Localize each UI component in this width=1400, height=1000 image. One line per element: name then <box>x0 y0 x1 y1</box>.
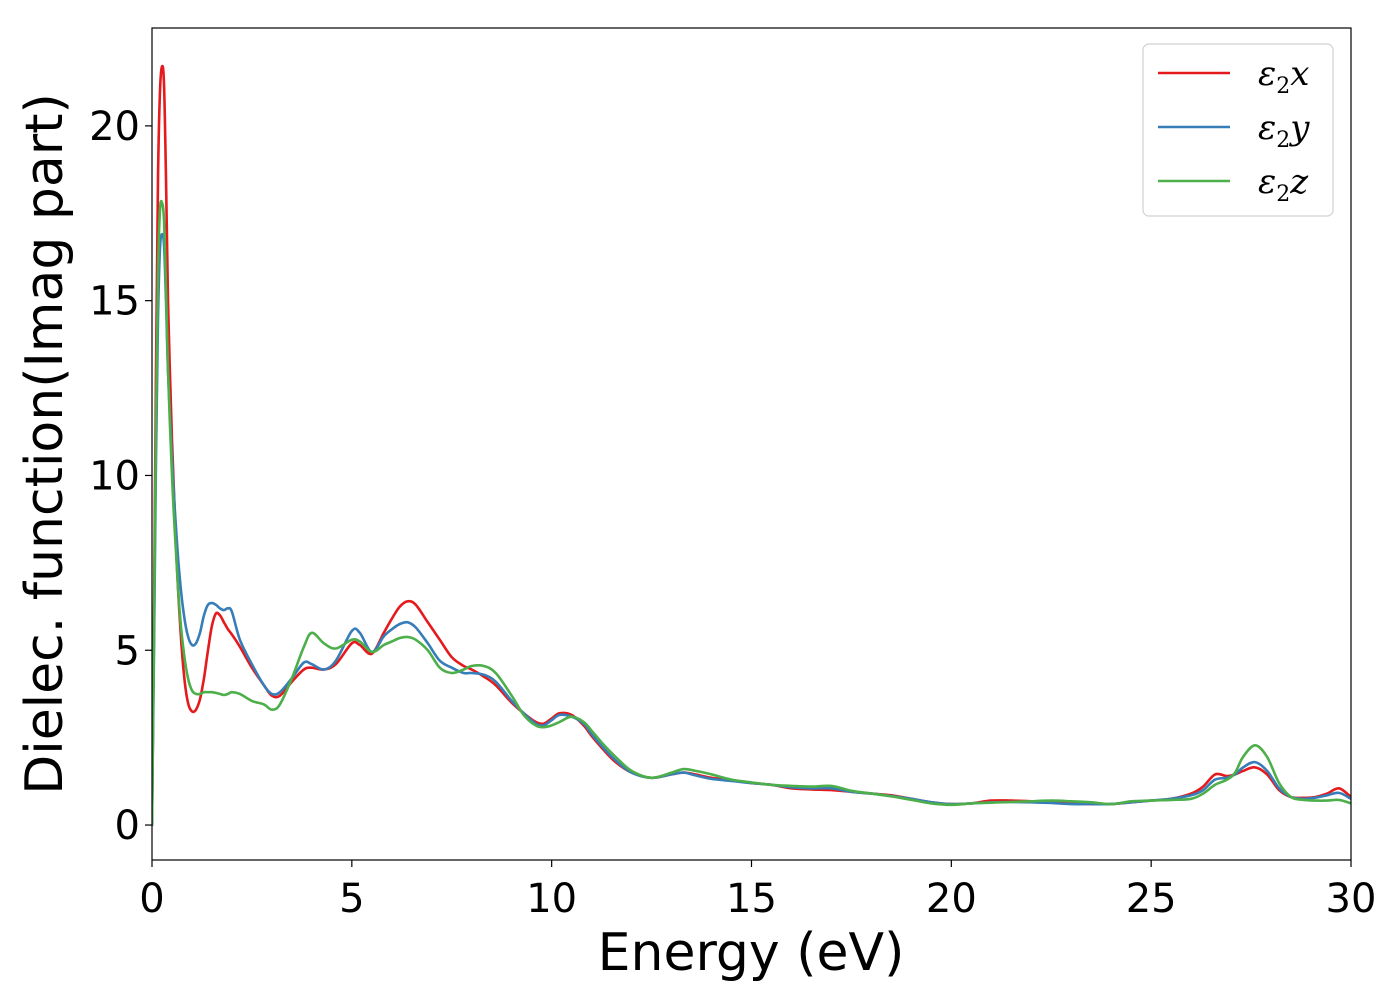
x-tick-label: 15 <box>726 876 777 922</box>
y-tick-label: 20 <box>89 104 140 150</box>
x-tick-label: 5 <box>339 876 364 922</box>
legend-label-z: ε2z <box>1258 162 1309 207</box>
legend-label-y: ε2y <box>1258 108 1310 153</box>
y-axis: 0 5 10 15 20 <box>89 104 152 849</box>
y-tick-label: 10 <box>89 453 140 499</box>
x-tick-label: 0 <box>139 876 164 922</box>
series-line-z <box>152 199 1351 827</box>
x-tick-label: 20 <box>926 876 977 922</box>
x-tick-label: 25 <box>1126 876 1177 922</box>
x-tick-label: 10 <box>526 876 577 922</box>
legend-frame <box>1142 43 1334 217</box>
x-axis: 0 5 10 15 20 25 30 <box>139 860 1376 922</box>
series-layer <box>152 64 1351 827</box>
y-axis-title: Dielec. function(Imag part) <box>15 93 75 795</box>
series-line-y <box>152 232 1351 827</box>
y-tick-label: 5 <box>115 628 140 674</box>
legend-label-x: ε2x <box>1258 54 1309 99</box>
y-tick-label: 15 <box>89 279 140 325</box>
x-axis-title: Energy (eV) <box>598 923 905 983</box>
x-tick-label: 30 <box>1326 876 1377 922</box>
legend: ε2x ε2y ε2z <box>1142 43 1334 217</box>
y-tick-label: 0 <box>115 803 140 849</box>
